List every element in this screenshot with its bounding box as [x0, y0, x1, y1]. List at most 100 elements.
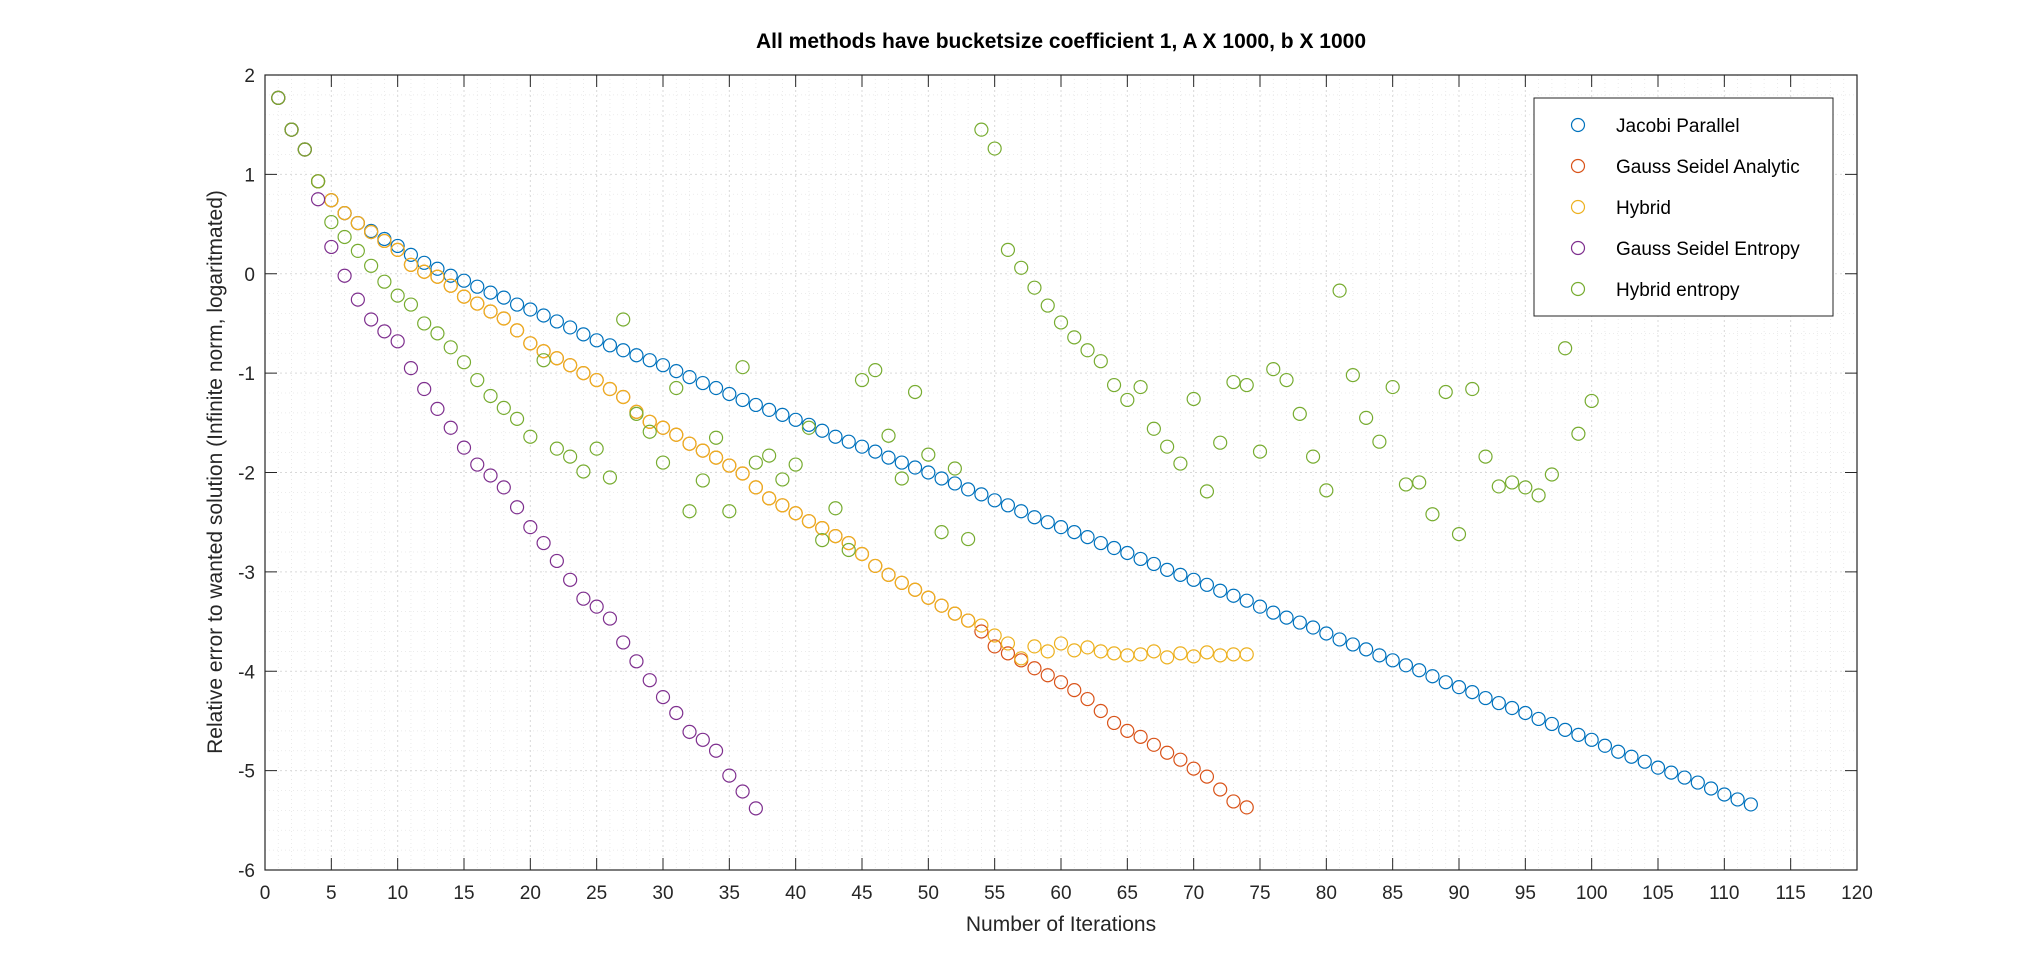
data-point	[1252, 599, 1268, 614]
data-point	[642, 353, 657, 368]
data-point	[1239, 800, 1254, 815]
data-point	[1040, 644, 1055, 659]
data-point	[655, 358, 671, 373]
data-point	[828, 429, 843, 444]
data-point	[523, 302, 538, 317]
data-point	[894, 575, 909, 590]
data-point	[430, 401, 445, 416]
data-point	[1160, 562, 1175, 577]
data-point	[907, 582, 923, 597]
data-point	[1558, 341, 1573, 356]
data-point	[841, 535, 856, 551]
data-point	[1412, 475, 1427, 490]
data-point	[350, 243, 365, 258]
series-hybrid	[271, 90, 1254, 666]
data-point	[682, 436, 697, 451]
legend-label: Hybrid entropy	[1616, 280, 1740, 301]
data-point	[1239, 593, 1254, 608]
data-point	[1438, 384, 1453, 400]
data-point	[443, 340, 458, 355]
data-point	[390, 288, 405, 303]
data-point	[1359, 410, 1374, 425]
series-layer	[271, 90, 1758, 816]
data-point	[1398, 658, 1414, 673]
data-point	[364, 258, 379, 273]
data-point	[509, 500, 525, 515]
x-tick-label: 55	[984, 883, 1005, 904]
data-point	[1518, 705, 1533, 721]
data-point	[337, 206, 352, 221]
data-point	[669, 427, 684, 442]
data-point	[509, 411, 525, 426]
data-point	[1000, 636, 1016, 651]
data-point	[456, 289, 472, 304]
data-point	[682, 504, 697, 519]
data-point	[1305, 449, 1321, 464]
data-point	[1014, 260, 1029, 275]
data-point	[1133, 379, 1148, 395]
data-point	[1226, 794, 1241, 809]
data-point	[1465, 381, 1480, 397]
data-point	[602, 611, 618, 626]
data-point	[1186, 572, 1201, 587]
data-point	[390, 238, 405, 254]
data-point	[682, 370, 697, 385]
data-point	[297, 142, 312, 157]
data-point	[310, 192, 326, 207]
legend-box	[1533, 97, 1834, 317]
chart-title: All methods have bucketsize coefficient …	[756, 30, 1366, 53]
data-point	[762, 448, 777, 463]
data-point	[722, 458, 737, 473]
data-point	[669, 380, 684, 396]
x-tick-label: 100	[1576, 883, 1608, 904]
data-point	[974, 122, 989, 137]
x-tick-label: 75	[1249, 883, 1270, 904]
data-point	[907, 460, 923, 475]
legend-marker	[1570, 281, 1586, 297]
legend-entry-gauss-seidel-entropy: Gauss Seidel Entropy	[1570, 239, 1800, 260]
data-point	[1040, 515, 1055, 530]
data-point	[1425, 507, 1440, 522]
x-tick-label: 35	[719, 883, 740, 904]
data-point	[748, 455, 763, 470]
data-point	[708, 450, 724, 465]
data-point	[1252, 444, 1268, 459]
data-point	[655, 420, 671, 435]
data-point	[443, 278, 458, 293]
data-point	[1146, 556, 1161, 572]
legend-label: Gauss Seidel Entropy	[1616, 239, 1800, 260]
data-point	[616, 389, 631, 405]
data-point	[1106, 540, 1122, 556]
data-point	[1372, 434, 1387, 449]
data-point	[1146, 421, 1161, 436]
data-point	[523, 429, 538, 444]
data-point	[868, 444, 883, 459]
data-point	[483, 285, 498, 300]
data-point	[1385, 653, 1400, 668]
data-point	[642, 414, 657, 429]
data-point	[1319, 483, 1334, 498]
data-point	[748, 801, 763, 816]
data-point	[1067, 330, 1082, 345]
data-point	[350, 292, 365, 307]
y-axis-label: Relative error to wanted solution (Infin…	[204, 190, 227, 754]
data-point	[1451, 680, 1467, 695]
data-point	[536, 308, 551, 323]
data-point	[1027, 639, 1042, 654]
data-point	[430, 269, 445, 284]
data-point	[364, 312, 379, 327]
data-point	[1000, 646, 1016, 661]
data-point	[509, 297, 525, 312]
data-point	[1133, 647, 1148, 662]
data-point	[1664, 765, 1679, 780]
data-point	[1292, 406, 1307, 421]
data-point	[576, 591, 591, 606]
data-point	[1730, 792, 1745, 807]
x-tick-label: 0	[260, 883, 271, 904]
data-point	[1067, 525, 1082, 540]
data-point	[1000, 498, 1016, 513]
legend-entry-hybrid: Hybrid	[1570, 198, 1671, 219]
data-point	[1504, 475, 1520, 490]
data-point	[894, 471, 909, 486]
data-point	[1053, 636, 1069, 651]
